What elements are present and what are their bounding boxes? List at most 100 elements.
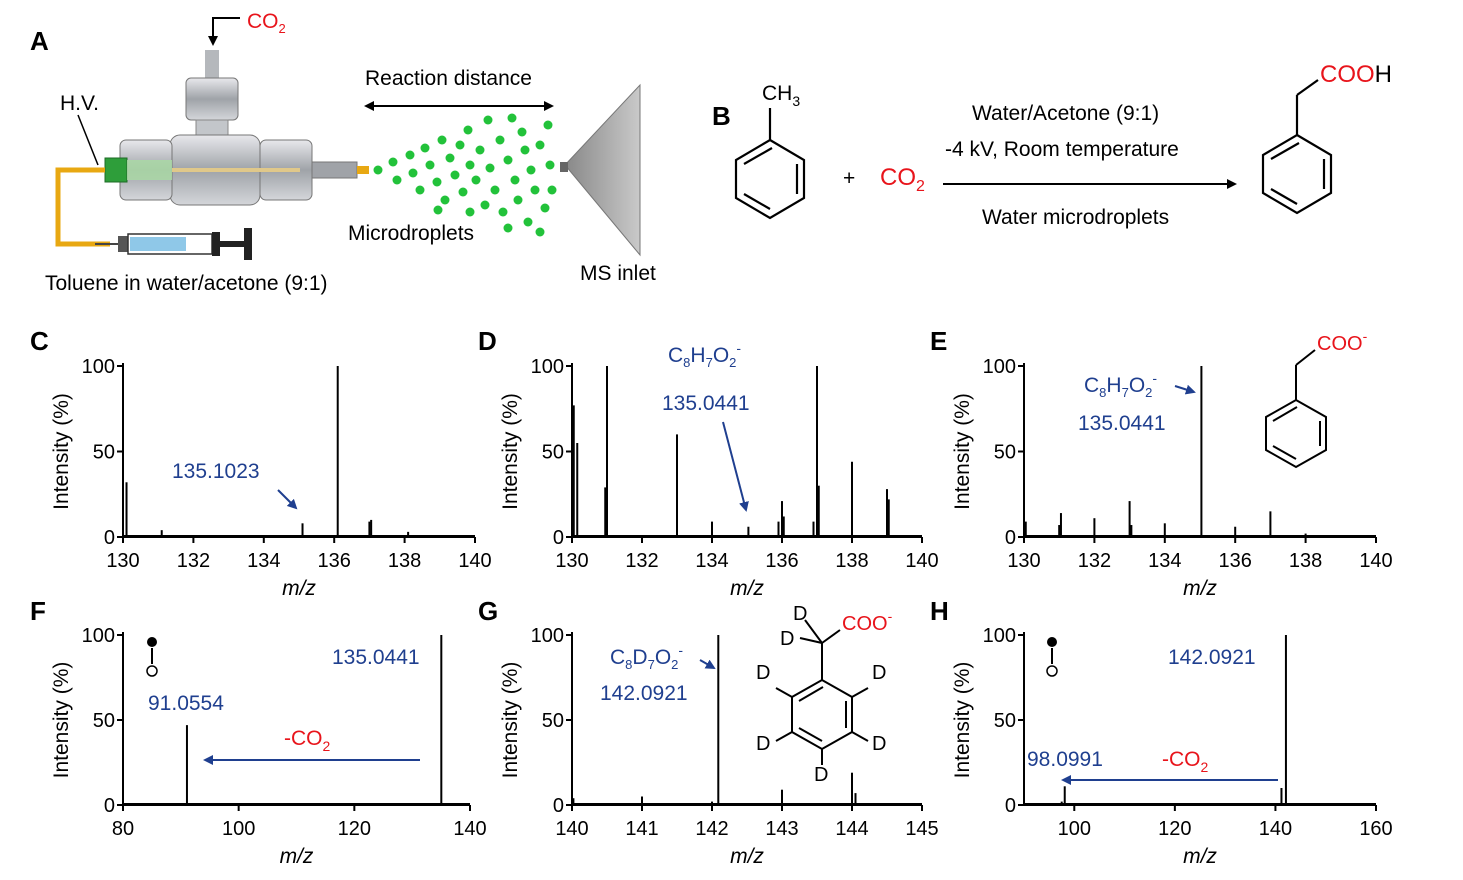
x-tick-label: 100 (1058, 818, 1091, 840)
spectrum-g: G 140 141 142 143 144 145 0 50 100 Intensity (%) m/… (478, 596, 939, 868)
droplet (420, 143, 430, 153)
y-axis-label: Intensity (%) (50, 393, 73, 510)
droplet (503, 155, 513, 165)
hv-label: H.V. (60, 92, 99, 115)
condition-solvent: Water/Acetone (9:1) (972, 102, 1159, 125)
d-peak-arrow (722, 421, 749, 512)
x-tick-label: 140 (453, 818, 486, 840)
y-tick-label: 100 (983, 356, 1016, 378)
y-tick-label: 100 (82, 356, 115, 378)
droplet (465, 207, 475, 217)
x-tick-label: 80 (112, 818, 134, 840)
x-tick-label: 140 (905, 550, 938, 572)
droplet (408, 168, 418, 178)
top-nut (185, 77, 239, 121)
droplet (392, 175, 402, 185)
product-cooh: COOH (1320, 61, 1392, 88)
y-tick-label: 100 (531, 356, 564, 378)
y-tick-label: 50 (994, 710, 1016, 732)
emitter-tip (357, 166, 369, 174)
droplet (475, 145, 485, 155)
c-peak-arrow (277, 489, 298, 510)
e-peak-label: 135.0441 (1078, 412, 1166, 435)
y-tick-label: 50 (542, 442, 564, 464)
toluene-label: Toluene in water/acetone (9:1) (45, 272, 328, 295)
f-fragment-icon (146, 637, 158, 677)
x-tick-label: 132 (177, 550, 210, 572)
y-axis-label: Intensity (%) (499, 393, 522, 510)
syringe (95, 228, 252, 260)
droplet (405, 150, 415, 160)
g-peak-arrow (699, 659, 716, 669)
x-tick-label: 140 (555, 818, 588, 840)
droplet (535, 140, 545, 150)
droplet (490, 185, 500, 195)
x-axis-label: m/z (280, 845, 314, 868)
y-axis-label: Intensity (%) (951, 662, 974, 779)
droplet (547, 185, 557, 195)
droplet (526, 165, 536, 175)
co2-feed-line (212, 17, 240, 42)
y-tick-label: 0 (1005, 527, 1016, 549)
e-peak-arrow (1174, 384, 1196, 395)
x-tick-label: 134 (1148, 550, 1181, 572)
x-tick-label: 145 (905, 818, 938, 840)
droplet (545, 160, 555, 170)
x-axis-label: m/z (1183, 845, 1217, 868)
microdroplets-label: Microdroplets (348, 222, 474, 245)
x-tick-label: 138 (388, 550, 421, 572)
droplet (520, 145, 530, 155)
g-deuterium-labels: D D D D D D D (756, 603, 886, 786)
y-tick-label: 100 (983, 625, 1016, 647)
x-tick-label: 142 (695, 818, 728, 840)
panel-label-h: H (930, 596, 949, 626)
panel-label-f: F (30, 596, 46, 626)
droplet (485, 163, 495, 173)
svg-text:D: D (780, 628, 794, 650)
y-tick-label: 100 (82, 625, 115, 647)
e-structure (1265, 349, 1327, 469)
x-tick-label: 136 (318, 550, 351, 572)
co2-reactant: CO2 (880, 164, 925, 195)
x-tick-label: 132 (1078, 550, 1111, 572)
ms-inlet-orifice (560, 162, 568, 172)
droplet (480, 200, 490, 210)
reaction-distance-label: Reaction distance (365, 67, 532, 90)
droplet (530, 185, 540, 195)
svg-text:D: D (756, 662, 770, 684)
x-tick-label: 130 (555, 550, 588, 572)
droplet (517, 127, 527, 137)
x-tick-label: 100 (222, 818, 255, 840)
x-axis-label: m/z (1183, 577, 1217, 600)
f-parent-label: 135.0441 (332, 646, 420, 669)
panel-label-a: A (30, 26, 49, 56)
x-tick-label: 138 (1289, 550, 1322, 572)
droplet (540, 203, 550, 213)
phenylacetic-acid-structure (1261, 79, 1333, 215)
droplet (432, 177, 442, 187)
panel-label-g: G (478, 596, 498, 626)
x-tick-label: 138 (835, 550, 868, 572)
droplet (498, 207, 508, 217)
toluene-structure (734, 108, 806, 220)
g-formula: C8D7O2- (610, 642, 683, 672)
y-tick-label: 0 (553, 527, 564, 549)
droplet (425, 160, 435, 170)
g-coo-label: COO- (842, 608, 893, 635)
droplet (513, 195, 523, 205)
ms-inlet-cone (564, 83, 641, 257)
g-peak-label: 142.0921 (600, 682, 688, 705)
condition-medium: Water microdroplets (982, 206, 1169, 229)
green-sleeve (127, 160, 172, 180)
h-loss-label: -CO2 (1162, 748, 1209, 775)
d-peak-label: 135.0441 (662, 392, 750, 415)
panel-label-d: D (478, 326, 497, 356)
emitter-tube (311, 161, 358, 179)
y-tick-label: 50 (542, 710, 564, 732)
y-axis-label: Intensity (%) (951, 393, 974, 510)
h-frag-label: 98.0991 (1027, 748, 1103, 771)
h-parent-label: 142.0921 (1168, 646, 1256, 669)
x-tick-label: 136 (1219, 550, 1252, 572)
